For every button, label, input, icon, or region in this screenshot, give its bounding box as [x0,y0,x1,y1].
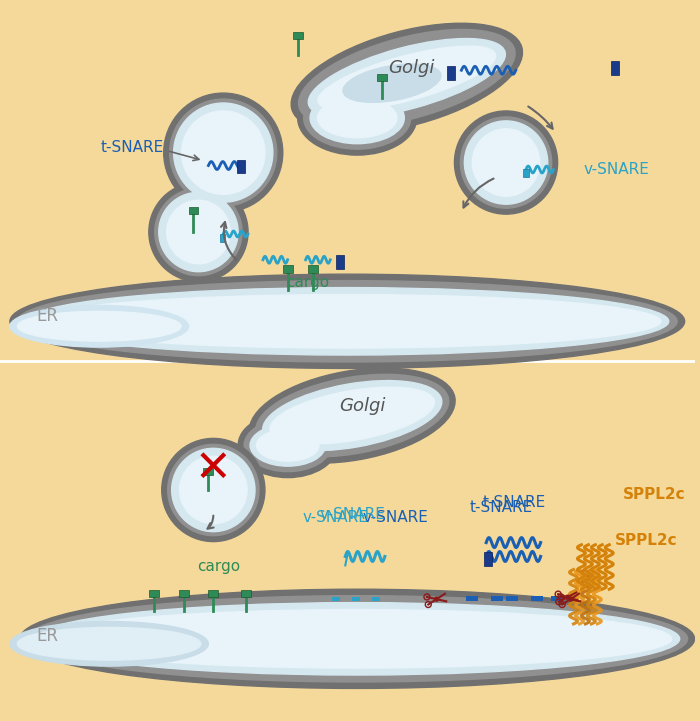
Ellipse shape [318,46,496,110]
Circle shape [155,188,242,275]
Ellipse shape [238,413,337,477]
Circle shape [181,111,265,194]
Text: t-SNARE: t-SNARE [470,500,533,515]
Circle shape [566,595,570,599]
FancyBboxPatch shape [0,361,694,718]
FancyBboxPatch shape [332,597,340,601]
FancyBboxPatch shape [506,596,518,601]
Ellipse shape [18,280,677,362]
Circle shape [162,438,265,541]
FancyBboxPatch shape [293,32,302,38]
Circle shape [568,597,573,601]
FancyBboxPatch shape [447,66,456,80]
Ellipse shape [256,374,449,457]
FancyBboxPatch shape [209,590,218,597]
FancyBboxPatch shape [551,596,563,601]
Circle shape [149,182,248,282]
Ellipse shape [291,23,522,133]
FancyBboxPatch shape [178,590,188,597]
FancyBboxPatch shape [352,597,361,601]
Circle shape [435,597,439,601]
Ellipse shape [10,306,188,347]
FancyBboxPatch shape [611,61,620,75]
FancyBboxPatch shape [149,590,159,597]
Ellipse shape [43,609,672,668]
Circle shape [159,193,238,272]
Ellipse shape [244,419,331,472]
FancyBboxPatch shape [531,596,542,601]
Text: ER: ER [36,307,59,325]
FancyBboxPatch shape [204,468,214,475]
Ellipse shape [34,294,661,348]
Ellipse shape [318,98,397,138]
Text: v-SNARE: v-SNARE [583,162,650,177]
Circle shape [167,200,230,264]
Ellipse shape [26,288,668,355]
Text: SPPL2c: SPPL2c [623,487,686,502]
FancyBboxPatch shape [337,255,344,269]
Circle shape [168,444,259,536]
Circle shape [169,99,276,206]
FancyBboxPatch shape [491,596,503,601]
Ellipse shape [298,81,416,155]
Circle shape [164,93,283,212]
Ellipse shape [298,30,515,127]
Circle shape [473,129,540,196]
Ellipse shape [250,425,326,466]
Ellipse shape [10,622,209,666]
Circle shape [461,117,552,208]
Text: v-SNARE: v-SNARE [319,507,385,522]
Text: v-SNARE: v-SNARE [362,510,428,525]
Text: Golgi: Golgi [339,397,386,415]
Ellipse shape [256,430,319,461]
FancyBboxPatch shape [237,159,245,174]
Ellipse shape [343,64,441,102]
Circle shape [172,448,255,531]
Text: Golgi: Golgi [389,59,435,77]
FancyBboxPatch shape [377,74,387,81]
FancyBboxPatch shape [283,265,293,273]
FancyBboxPatch shape [188,207,198,214]
FancyBboxPatch shape [372,597,380,601]
FancyBboxPatch shape [220,234,225,242]
FancyBboxPatch shape [307,265,318,273]
Text: v-SNARE: v-SNARE [302,510,368,525]
Ellipse shape [310,92,405,143]
Ellipse shape [18,627,201,660]
Text: t-SNARE: t-SNARE [482,495,545,510]
Ellipse shape [10,274,685,368]
Ellipse shape [308,38,505,118]
FancyBboxPatch shape [523,169,529,177]
Ellipse shape [18,311,181,341]
Circle shape [464,121,547,204]
FancyBboxPatch shape [484,552,492,567]
FancyBboxPatch shape [241,590,251,597]
Text: SPPL2c: SPPL2c [615,533,678,547]
Ellipse shape [270,387,435,444]
Ellipse shape [27,596,687,682]
Text: t-SNARE: t-SNARE [100,140,164,155]
FancyBboxPatch shape [0,3,694,360]
Circle shape [454,111,558,214]
Ellipse shape [35,603,680,675]
Ellipse shape [262,381,442,451]
Circle shape [180,456,247,523]
Text: cargo: cargo [286,275,329,290]
Ellipse shape [304,87,411,149]
Ellipse shape [249,368,455,463]
Text: ER: ER [36,627,59,645]
Circle shape [174,103,273,202]
Ellipse shape [20,589,694,689]
Text: cargo: cargo [197,559,240,575]
FancyBboxPatch shape [466,596,478,601]
